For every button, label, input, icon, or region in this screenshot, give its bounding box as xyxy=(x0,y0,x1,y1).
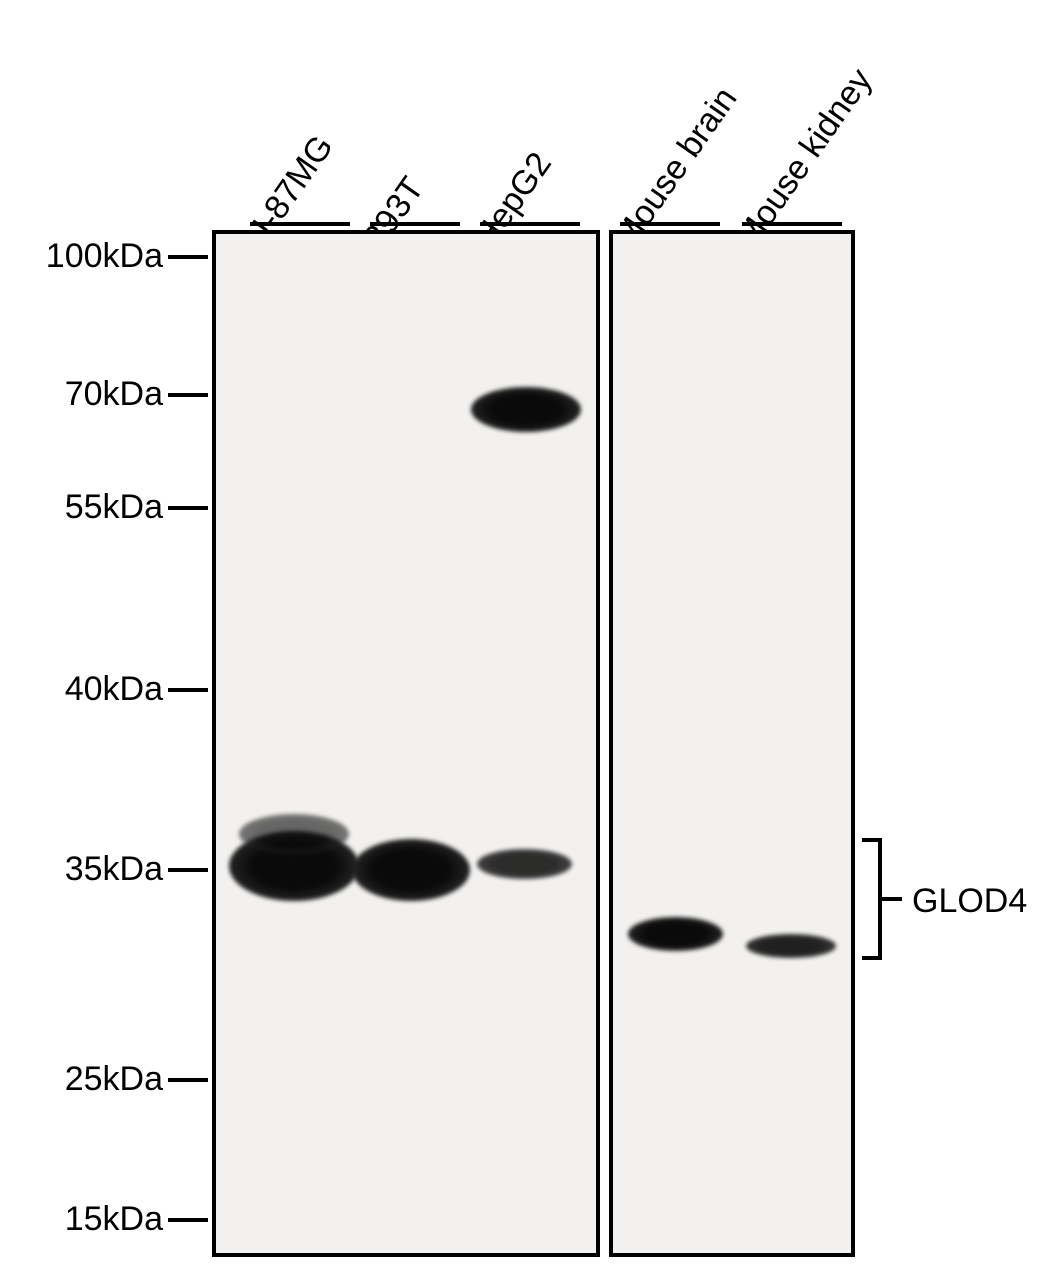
mw-label-55: 55kDa xyxy=(65,488,163,527)
lane-label-mouse-kidney: Mouse kidney xyxy=(728,62,880,256)
lane-underline xyxy=(250,222,350,226)
mw-tick xyxy=(168,868,208,872)
bracket-stem xyxy=(878,897,902,901)
protein-band xyxy=(471,387,581,432)
blot-panel-right xyxy=(609,230,855,1257)
mw-tick xyxy=(168,688,208,692)
lane-underline xyxy=(620,222,720,226)
lane-underline xyxy=(480,222,580,226)
lane-underline xyxy=(742,222,842,226)
blot-panel-left xyxy=(212,230,600,1257)
protein-band xyxy=(477,849,572,879)
protein-band xyxy=(746,934,836,958)
protein-band xyxy=(239,814,349,854)
mw-tick xyxy=(168,393,208,397)
mw-tick xyxy=(168,506,208,510)
mw-label-35: 35kDa xyxy=(65,850,163,889)
mw-label-25: 25kDa xyxy=(65,1060,163,1099)
mw-label-70: 70kDa xyxy=(65,375,163,414)
target-label: GLOD4 xyxy=(912,882,1027,921)
mw-tick xyxy=(168,1078,208,1082)
mw-tick xyxy=(168,255,208,259)
lane-underline xyxy=(370,222,460,226)
western-blot-figure: 100kDa70kDa55kDa40kDa35kDa25kDa15kDa U-8… xyxy=(0,0,1042,1280)
protein-band xyxy=(628,917,723,951)
mw-label-15: 15kDa xyxy=(65,1200,163,1239)
protein-band xyxy=(352,839,470,901)
mw-label-40: 40kDa xyxy=(65,670,163,709)
target-bracket xyxy=(862,838,906,960)
mw-label-100: 100kDa xyxy=(46,237,163,276)
mw-tick xyxy=(168,1218,208,1222)
